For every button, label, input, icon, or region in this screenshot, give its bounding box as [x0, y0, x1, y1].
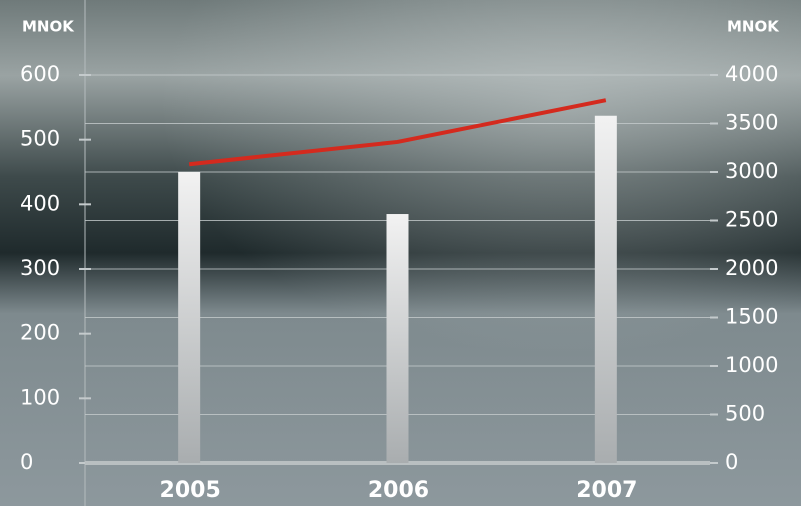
bar — [594, 115, 617, 464]
x-tick-label: 2007 — [576, 478, 637, 503]
y2-tick-label: 3500 — [725, 111, 778, 135]
y2-tick-label: 2500 — [725, 208, 778, 232]
y2-tick-label: 500 — [725, 402, 765, 426]
y-tick-label: 500 — [20, 127, 60, 151]
y-axis-label: MNOK — [22, 18, 75, 36]
y2-tick-label: 4000 — [725, 62, 778, 86]
y2-tick-label: 0 — [725, 450, 738, 474]
y2-tick-label: 1500 — [725, 305, 778, 329]
y-tick-label: 100 — [20, 385, 60, 409]
x-tick-label: 2006 — [368, 478, 429, 503]
y-tick-label: 0 — [20, 450, 33, 474]
y2-tick-label: 2000 — [725, 256, 778, 280]
y2-tick-label: 3000 — [725, 159, 778, 183]
y2-axis-label: MNOK — [727, 18, 780, 36]
y-tick-label: 400 — [20, 191, 60, 215]
bar — [178, 172, 201, 463]
y-tick-label: 200 — [20, 321, 60, 345]
line — [188, 98, 607, 167]
bar — [386, 214, 409, 463]
y-tick-label: 600 — [20, 62, 60, 86]
y2-tick-label: 1000 — [725, 353, 778, 377]
x-tick-label: 2005 — [160, 478, 221, 503]
y-tick-label: 300 — [20, 256, 60, 280]
